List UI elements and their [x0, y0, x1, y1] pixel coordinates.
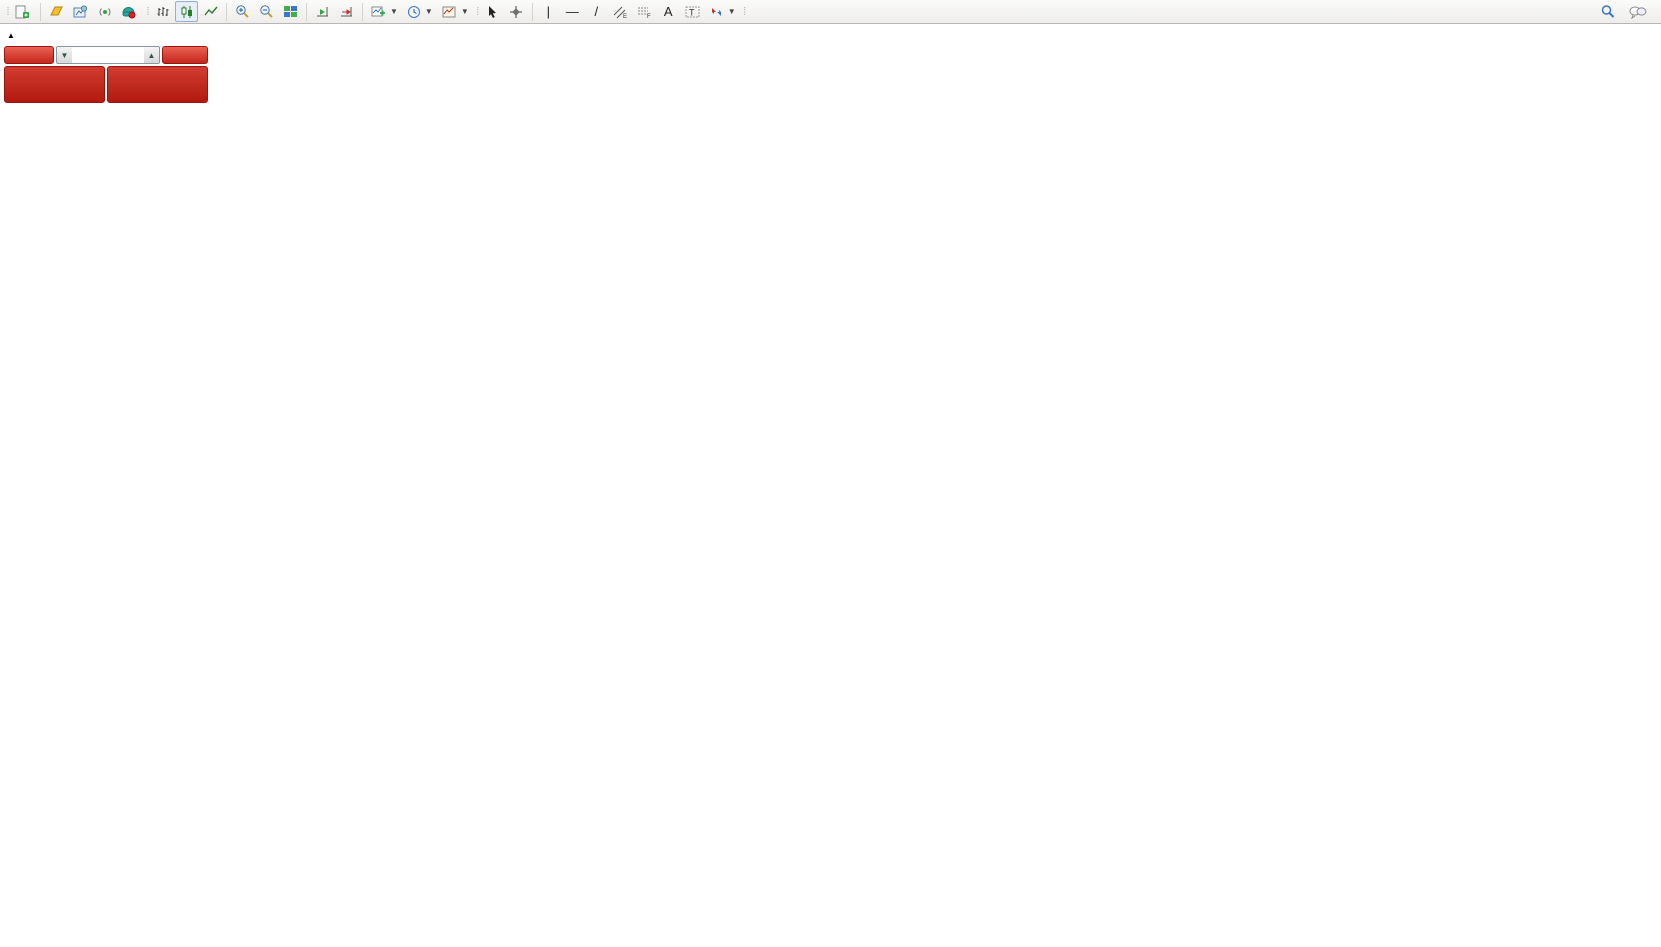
triangle-up-icon: ▲	[147, 50, 156, 60]
volume-decrease-button[interactable]: ▼	[57, 47, 72, 63]
fibonacci-icon: F	[637, 7, 651, 19]
text-label-tool-button[interactable]: T	[681, 1, 704, 22]
svg-text:E: E	[623, 14, 627, 19]
buy-button[interactable]	[162, 46, 208, 64]
toolbar-grip: ⁞	[743, 5, 746, 18]
trendline-icon: /	[594, 4, 599, 19]
line-chart-icon	[203, 6, 218, 15]
one-click-trading-panel: ▼ ▲	[3, 45, 209, 104]
channel-tool-button[interactable]: E	[609, 1, 632, 22]
equidistant-channel-icon: E	[613, 6, 627, 19]
template-icon	[442, 6, 456, 17]
search-button[interactable]	[1596, 1, 1619, 22]
metaeditor-button[interactable]	[69, 1, 92, 22]
buy-price-display[interactable]	[107, 66, 208, 103]
trendline-tool-button[interactable]: /	[585, 1, 608, 22]
fibonacci-tool-button[interactable]: F	[633, 1, 656, 22]
auto-scroll-icon	[317, 6, 328, 16]
indicators-button[interactable]: ▼	[367, 1, 402, 22]
arrows-tool-button[interactable]: ▼	[705, 1, 740, 22]
clock-icon	[407, 5, 420, 18]
volume-input[interactable]	[72, 47, 144, 63]
new-order-button[interactable]	[11, 1, 36, 22]
volume-increase-button[interactable]: ▲	[144, 47, 159, 63]
signals-button[interactable]	[93, 1, 116, 22]
candlestick-mode-button[interactable]	[175, 1, 198, 22]
chat-icon	[1629, 6, 1647, 19]
cursor-tool-button[interactable]	[481, 1, 504, 22]
svg-text:T: T	[689, 7, 695, 17]
mql5-button[interactable]	[45, 1, 68, 22]
crosshair-tool-button[interactable]	[505, 1, 528, 22]
chevron-down-icon: ▼	[424, 7, 433, 16]
toolbar-grip: ⁞	[476, 5, 479, 18]
metaeditor-icon	[73, 4, 88, 17]
chat-button[interactable]	[1625, 1, 1651, 22]
bar-chart-mode-button[interactable]	[151, 1, 174, 22]
chart-shift-button[interactable]	[335, 1, 358, 22]
new-order-icon	[15, 5, 29, 18]
horizontal-line-tool-button[interactable]: —	[561, 1, 584, 22]
toolbar-grip: ⁞	[6, 5, 9, 18]
horizontal-line-icon: —	[565, 4, 579, 19]
sell-button[interactable]	[4, 46, 54, 64]
text-label-icon: T	[685, 6, 700, 17]
candlestick-icon	[181, 5, 192, 18]
auto-scroll-button[interactable]	[311, 1, 334, 22]
auto-trading-icon	[122, 6, 136, 18]
chevron-down-icon: ▼	[460, 7, 469, 16]
vertical-line-tool-button[interactable]: |	[537, 1, 560, 22]
tile-windows-icon	[284, 6, 297, 17]
text-icon: A	[663, 4, 673, 19]
tile-windows-button[interactable]	[279, 1, 302, 22]
auto-trading-button[interactable]	[117, 1, 143, 22]
zoom-out-icon	[260, 5, 273, 18]
text-tool-button[interactable]: A	[657, 1, 680, 22]
search-icon	[1601, 5, 1615, 18]
chart-ohlc-header: ▲	[7, 30, 33, 42]
zoom-out-button[interactable]	[255, 1, 278, 22]
mql5-icon	[50, 6, 63, 16]
toolbar-grip: ⁞	[146, 5, 149, 18]
collapse-arrow-icon: ▲	[7, 31, 15, 40]
periods-button[interactable]: ▼	[403, 1, 437, 22]
bar-chart-icon	[157, 6, 168, 16]
chevron-down-icon: ▼	[390, 7, 398, 16]
indicators-icon	[371, 6, 385, 16]
vertical-line-icon: |	[546, 4, 550, 19]
chart-shift-icon	[341, 6, 352, 16]
arrows-icon	[711, 7, 721, 16]
cursor-icon	[488, 5, 496, 18]
volume-stepper: ▼ ▲	[56, 46, 160, 64]
signals-icon	[99, 7, 110, 16]
chart-window[interactable]: ▲ ▼ ▲	[0, 24, 1661, 947]
templates-button[interactable]: ▼	[438, 1, 473, 22]
chevron-down-icon: ▼	[727, 7, 736, 16]
toolbar: ⁞ ⁞	[0, 0, 1661, 24]
triangle-down-icon: ▼	[60, 50, 69, 60]
line-chart-mode-button[interactable]	[199, 1, 222, 22]
crosshair-icon	[510, 5, 523, 18]
zoom-in-icon	[236, 5, 249, 18]
chart-canvas[interactable]	[0, 24, 1661, 947]
zoom-in-button[interactable]	[231, 1, 254, 22]
svg-text:F: F	[647, 14, 651, 19]
sell-price-display[interactable]	[4, 66, 105, 103]
